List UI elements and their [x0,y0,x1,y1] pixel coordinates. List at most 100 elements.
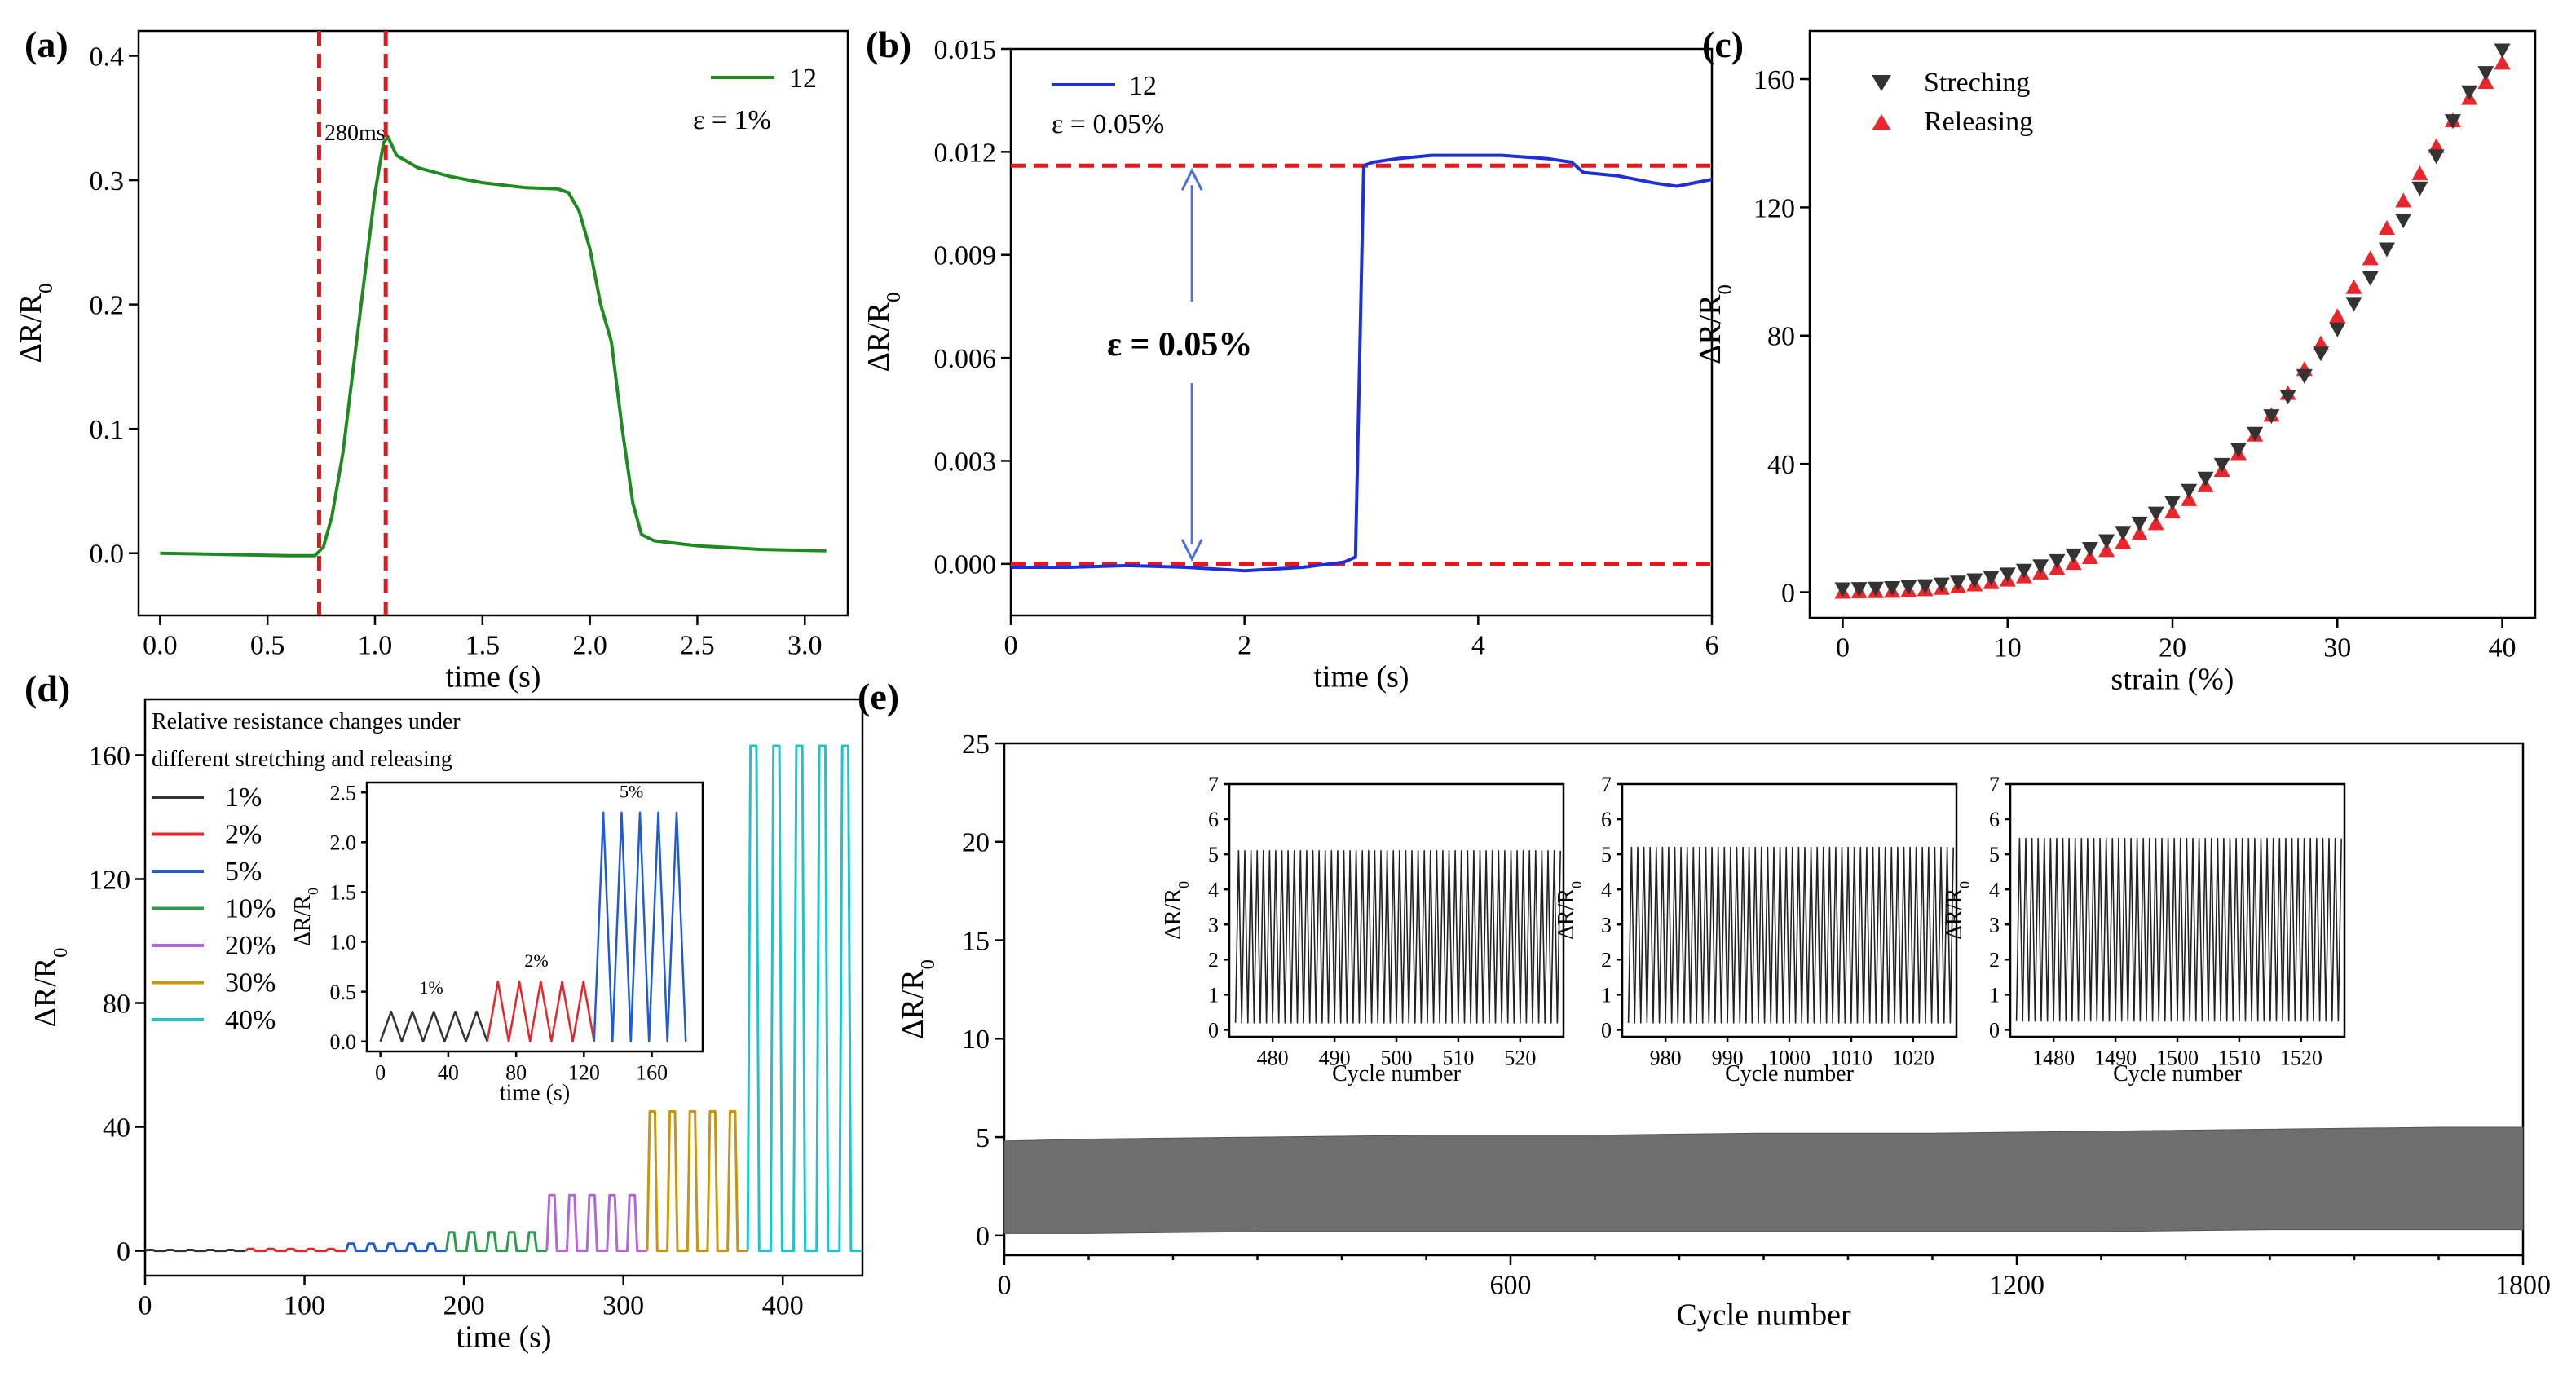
streching-point [1950,575,1967,591]
strain-segment-40% [746,744,862,1253]
streching-point [1867,581,1884,597]
y-tick-label: 0.009 [934,241,997,271]
y-tick-label: 10 [962,1025,990,1055]
legend-label-20%: 20% [225,931,276,961]
y-tick-label: 2 [1208,948,1219,972]
y-tick-label: 2 [1989,948,2000,972]
inset-cycle-signal-2 [1627,846,1954,1024]
streching-point [2049,553,2066,569]
y-axis-label: ΔR/R0 [1693,284,1736,364]
y-tick-label: 2.5 [330,781,357,804]
y-tick-label: 80 [103,989,130,1019]
panel-b-frame [1009,47,1714,617]
y-tick-label: 0.012 [934,138,997,168]
panel-d-legend: Relative resistance changes under differ… [152,709,461,1035]
y-tick-label: 0 [1601,1018,1612,1042]
releasing-point [2164,504,2181,519]
x-tick-label: 30 [2323,633,2351,663]
releasing-point [2131,525,2148,540]
legend-label-10%: 10% [225,894,276,924]
x-axis-label: strain (%) [2111,663,2234,697]
y-tick-label: 20 [962,828,990,858]
x-axis-label: Cycle number [2113,1061,2243,1086]
y-tick-label: 5 [1208,843,1219,866]
streching-point [2444,114,2461,130]
streching-point [1933,577,1950,593]
streching-point [2378,242,2395,258]
y-tick-label: 2.0 [330,831,357,854]
y-tick-label: 7 [1601,773,1612,796]
streching-point [2015,563,2032,579]
x-axis-label: time (s) [456,1320,551,1355]
x-tick-label: 6 [1705,631,1719,661]
x-tick-label: 480 [1257,1046,1289,1069]
x-tick-label: 1490 [2094,1046,2137,1069]
strain-big-label-b: ε = 0.05% [1107,326,1252,364]
x-tick-label: 2 [1237,631,1251,661]
streching-point [2032,559,2049,575]
x-tick-label: 0 [1004,631,1018,661]
y-tick-label: 3 [1601,913,1612,937]
panel-d-title-line2: different stretching and releasing [152,747,452,772]
x-tick-label: 0.0 [143,631,178,661]
inset-label-5%: 5% [620,781,643,801]
streching-point [2313,346,2330,362]
strain-segment-5% [344,1242,447,1253]
panel-b-legend: 12 ε = 0.05% ε = 0.05% [1052,71,1252,364]
y-tick-label: 1.5 [330,881,357,905]
releasing-point [2329,308,2346,324]
panel-d-title-line1: Relative resistance changes under [152,709,461,734]
x-tick-label: 500 [1381,1046,1413,1069]
inset-segment-1% [379,1010,488,1043]
panel-label-c: (c) [1702,24,1744,65]
x-tick-label: 600 [1490,1271,1532,1301]
strain-annotation-b: ε = 0.05% [1052,109,1164,139]
y-tick-label: 4 [1989,878,2000,901]
legend-label-streching: Streching [1924,68,2030,98]
series-line-12 [160,134,827,558]
x-axis-label: time (s) [445,660,540,694]
panel-d-frame [143,698,864,1277]
y-tick-label: 3 [1208,913,1219,937]
inset-segment-2% [486,981,596,1043]
y-axis-label: ΔR/R0 [29,947,72,1027]
strain-segment-10% [445,1231,547,1253]
y-axis-label: ΔR/R0 [896,959,939,1039]
x-tick-label: 510 [1442,1046,1474,1069]
x-tick-label: 490 [1319,1046,1351,1069]
panel-label-a: (a) [24,24,68,65]
y-tick-label: 6 [1208,808,1219,831]
y-tick-label: 0 [976,1222,990,1252]
y-axis-label: ΔR/R0 [1942,881,1973,940]
panel-label-e: (e) [858,676,899,717]
legend-label-releasing: Releasing [1924,107,2033,137]
y-tick-label: 2 [1601,948,1612,972]
arrow-head-up [1180,167,1203,191]
streching-point [1966,573,1983,588]
releasing-point [2345,279,2362,294]
releasing-point [2477,73,2494,89]
y-tick-label: 0.0 [330,1030,357,1054]
y-tick-label: 6 [1601,808,1612,831]
legend-marker-releasing [1872,114,1891,130]
releasing-point [2147,515,2164,531]
streching-point [1900,580,1917,595]
x-tick-label: 2.5 [680,631,715,661]
x-tick-label: 0 [375,1060,386,1084]
releasing-point [2428,138,2445,153]
strain-segment-30% [646,1110,748,1253]
y-tick-label: 40 [103,1113,130,1143]
inset-cycle-signal-3 [2015,837,2342,1022]
streching-point [2181,483,2198,499]
x-tick-label: 300 [602,1291,644,1321]
x-tick-label: 40 [438,1060,459,1084]
x-axis-label: Cycle number [1725,1061,1855,1086]
x-tick-label: 400 [762,1291,804,1321]
streching-point [2164,496,2181,511]
y-tick-label: 7 [1208,773,1219,796]
streching-point [1884,580,1901,596]
streching-point [2428,149,2445,165]
releasing-point [2494,55,2511,70]
legend-label-5%: 5% [225,857,262,887]
